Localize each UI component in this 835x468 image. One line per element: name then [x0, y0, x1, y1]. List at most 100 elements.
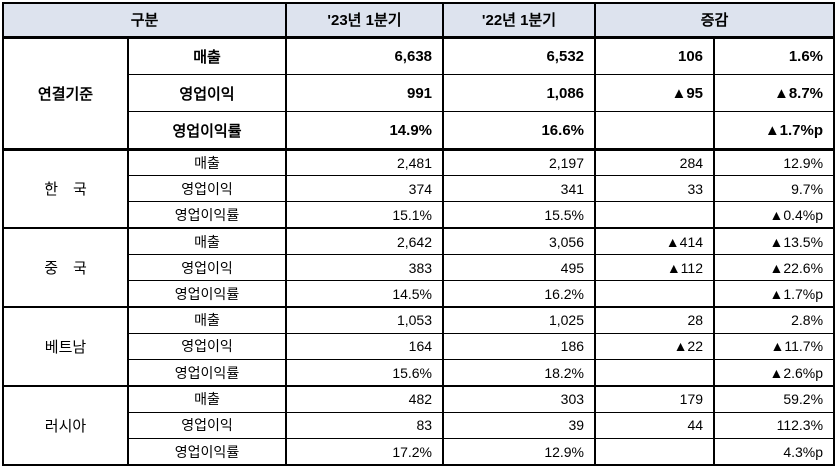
table-row: 영업이익 374 341 33 9.7% — [3, 175, 835, 203]
change-percent-cell: 2.8% — [713, 306, 835, 334]
metric-label-cell: 영업이익률 — [126, 201, 288, 229]
change-amount-cell: 179 — [594, 384, 716, 413]
metric-label-cell: 영업이익 — [126, 411, 288, 440]
value-q22-cell: 39 — [442, 411, 597, 440]
metric-label-cell: 매출 — [126, 306, 288, 334]
metric-label-cell: 매출 — [126, 384, 288, 413]
change-percent-cell: ▲1.7%p — [713, 280, 835, 308]
group-name-cell: 한 국 — [2, 147, 129, 229]
group-name-cell: 연결기준 — [2, 35, 129, 150]
group-name-cell: 중 국 — [2, 227, 129, 308]
table-row: 영업이익 83 39 44 112.3% — [3, 411, 835, 440]
change-percent-cell: 9.7% — [713, 175, 835, 203]
header-cell-gubun: 구분 — [1, 2, 288, 39]
metric-label-cell: 매출 — [126, 35, 288, 75]
group-name-cell: 베트남 — [2, 306, 129, 387]
metric-label-cell: 영업이익률 — [126, 111, 288, 150]
change-percent-cell: 12.9% — [713, 147, 835, 177]
value-q23-cell: 383 — [285, 253, 445, 282]
change-percent-cell: ▲8.7% — [713, 73, 835, 113]
group-name-cell: 러시아 — [2, 384, 129, 466]
change-percent-cell: ▲11.7% — [713, 332, 835, 361]
change-amount-cell: ▲22 — [594, 332, 716, 361]
value-q22-cell: 18.2% — [442, 359, 597, 387]
change-amount-cell: ▲95 — [594, 73, 716, 113]
table-row: 영업이익률 17.2% 12.9% 4.3%p — [3, 438, 835, 466]
change-amount-cell: 44 — [594, 411, 716, 440]
value-q22-cell: 1,086 — [442, 73, 597, 113]
metric-label-cell: 영업이익 — [126, 73, 288, 113]
change-amount-cell: 33 — [594, 175, 716, 203]
change-amount-cell: 106 — [594, 35, 716, 75]
value-q22-cell: 16.2% — [442, 280, 597, 308]
table-row: 베트남 매출 1,053 1,025 28 2.8% — [2, 306, 835, 387]
value-q22-cell: 303 — [442, 384, 597, 413]
table-body: 연결기준 매출 6,638 6,532 106 1.6% 영업이익 991 1,086 ▲95 ▲8… — [2, 35, 835, 466]
table-row: 영업이익 383 495 ▲112 ▲22.6% — [3, 253, 835, 282]
value-q23-cell: 17.2% — [285, 438, 445, 466]
value-q22-cell: 495 — [442, 253, 597, 282]
value-q23-cell: 83 — [285, 411, 445, 440]
change-amount-cell: ▲414 — [594, 227, 716, 255]
value-q22-cell: 15.5% — [442, 201, 597, 229]
value-q22-cell: 3,056 — [442, 227, 597, 255]
change-amount-cell — [594, 201, 716, 229]
table-row: 영업이익률 15.6% 18.2% ▲2.6%p — [3, 359, 835, 387]
value-q23-cell: 14.9% — [285, 111, 445, 150]
change-amount-cell — [594, 111, 716, 150]
header-cell-change: 증감 — [594, 2, 835, 39]
change-percent-cell: ▲2.6%p — [713, 359, 835, 387]
change-amount-cell: ▲112 — [594, 253, 716, 282]
value-q23-cell: 15.1% — [285, 201, 445, 229]
metric-label-cell: 영업이익률 — [126, 359, 288, 387]
value-q23-cell: 6,638 — [285, 35, 445, 75]
value-q22-cell: 1,025 — [442, 306, 597, 334]
metric-label-cell: 영업이익률 — [126, 438, 288, 466]
value-q23-cell: 1,053 — [285, 306, 445, 334]
table-row: 영업이익 991 1,086 ▲95 ▲8.7% — [3, 73, 835, 113]
metric-label-cell: 영업이익 — [126, 175, 288, 203]
change-percent-cell: ▲0.4%p — [713, 201, 835, 229]
value-q23-cell: 374 — [285, 175, 445, 203]
change-percent-cell: ▲22.6% — [713, 253, 835, 282]
value-q23-cell: 14.5% — [285, 280, 445, 308]
header-row: 구분 '23년 1분기 '22년 1분기 증감 — [1, 2, 835, 39]
value-q23-cell: 482 — [285, 384, 445, 413]
table-row: 영업이익률 14.5% 16.2% ▲1.7%p — [3, 280, 835, 308]
change-amount-cell: 28 — [594, 306, 716, 334]
value-q22-cell: 12.9% — [442, 438, 597, 466]
value-q22-cell: 6,532 — [442, 35, 597, 75]
metric-label-cell: 매출 — [126, 227, 288, 255]
change-percent-cell: 59.2% — [713, 384, 835, 413]
value-q23-cell: 991 — [285, 73, 445, 113]
table-row: 영업이익 164 186 ▲22 ▲11.7% — [3, 332, 835, 361]
metric-label-cell: 매출 — [126, 147, 288, 177]
value-q23-cell: 164 — [285, 332, 445, 361]
value-q22-cell: 16.6% — [442, 111, 597, 150]
change-amount-cell — [594, 359, 716, 387]
table-row: 한 국 매출 2,481 2,197 284 12.9% — [2, 147, 835, 229]
table-row: 영업이익률 15.1% 15.5% ▲0.4%p — [3, 201, 835, 229]
header-cell-q23: '23년 1분기 — [285, 2, 445, 39]
change-amount-cell — [594, 280, 716, 308]
table-row: 영업이익률 14.9% 16.6% ▲1.7%p — [3, 111, 835, 150]
change-percent-cell: 4.3%p — [713, 438, 835, 466]
metric-label-cell: 영업이익률 — [126, 280, 288, 308]
value-q23-cell: 2,481 — [285, 147, 445, 177]
table-row: 연결기준 매출 6,638 6,532 106 1.6% — [2, 35, 835, 150]
table-row: 러시아 매출 482 303 179 59.2% — [2, 384, 835, 466]
change-percent-cell: 112.3% — [713, 411, 835, 440]
metric-label-cell: 영업이익 — [126, 332, 288, 361]
change-percent-cell: 1.6% — [713, 35, 835, 75]
value-q22-cell: 186 — [442, 332, 597, 361]
table-header: 구분 '23년 1분기 '22년 1분기 증감 — [1, 2, 835, 39]
table-row: 중 국 매출 2,642 3,056 ▲414 ▲13.5% — [2, 227, 835, 308]
value-q23-cell: 15.6% — [285, 359, 445, 387]
header-cell-q22: '22년 1분기 — [442, 2, 597, 39]
value-q23-cell: 2,642 — [285, 227, 445, 255]
change-percent-cell: ▲13.5% — [713, 227, 835, 255]
value-q22-cell: 341 — [442, 175, 597, 203]
change-percent-cell: ▲1.7%p — [713, 111, 835, 150]
